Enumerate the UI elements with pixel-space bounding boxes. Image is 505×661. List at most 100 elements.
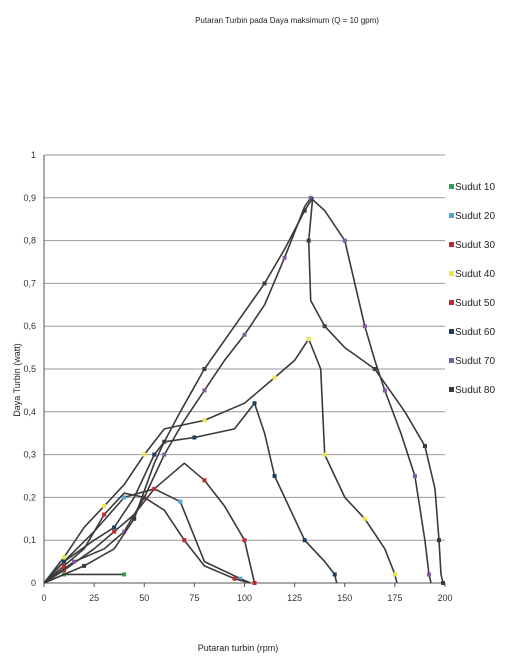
chart-title: Putaran Turbin pada Daya maksimum (Q = 1… bbox=[195, 16, 379, 25]
data-point bbox=[232, 576, 237, 581]
legend: Sudut 10 Sudut 20 Sudut 30 Sudut 40 Sudut 50… bbox=[449, 182, 495, 396]
legend-swatch bbox=[449, 329, 454, 334]
data-point bbox=[252, 581, 257, 585]
data-point bbox=[182, 538, 187, 543]
y-tick-label: 0,3 bbox=[23, 450, 36, 460]
legend-label: Sudut 10 bbox=[455, 182, 495, 193]
data-point bbox=[202, 478, 207, 483]
legend-swatch bbox=[449, 387, 454, 392]
data-point bbox=[436, 538, 441, 543]
y-axis: 0 0,1 0,2 0,3 0,4 0,5 0,6 0,7 0,8 0,9 1 bbox=[23, 150, 45, 588]
y-tick-label: 0,6 bbox=[23, 321, 36, 331]
data-point bbox=[252, 401, 257, 406]
legend-swatch bbox=[449, 358, 454, 363]
legend-swatch bbox=[449, 184, 454, 189]
data-point bbox=[202, 388, 207, 393]
x-tick-label: 50 bbox=[139, 593, 149, 603]
data-point bbox=[282, 255, 287, 260]
x-tick-label: 100 bbox=[237, 593, 252, 603]
y-tick-label: 0 bbox=[31, 578, 36, 588]
legend-label: Sudut 30 bbox=[455, 240, 495, 251]
data-point bbox=[192, 435, 197, 440]
data-point bbox=[306, 238, 311, 243]
data-point bbox=[238, 576, 243, 581]
data-point bbox=[342, 238, 347, 243]
data-point bbox=[302, 208, 307, 213]
data-point bbox=[62, 563, 67, 568]
data-point bbox=[302, 538, 307, 543]
data-point bbox=[82, 563, 87, 568]
data-point bbox=[422, 444, 427, 449]
data-point bbox=[152, 486, 157, 491]
series-line bbox=[43, 197, 432, 584]
data-point bbox=[132, 516, 137, 521]
x-tick-label: 175 bbox=[387, 593, 402, 603]
data-point bbox=[426, 572, 431, 577]
legend-label: Sudut 60 bbox=[455, 327, 495, 338]
data-point bbox=[322, 452, 327, 457]
legend-swatch bbox=[449, 213, 454, 218]
data-point bbox=[332, 572, 337, 577]
data-point bbox=[142, 452, 147, 457]
grid-lines bbox=[44, 154, 445, 541]
y-tick-label: 0,9 bbox=[23, 193, 36, 203]
series-line bbox=[43, 197, 444, 584]
y-tick-label: 1 bbox=[31, 150, 36, 160]
y-tick-label: 0,2 bbox=[23, 492, 36, 502]
legend-swatch bbox=[449, 242, 454, 247]
data-point bbox=[112, 525, 117, 530]
data-point bbox=[62, 568, 67, 573]
legend-label: Sudut 70 bbox=[455, 356, 495, 367]
data-point bbox=[102, 503, 107, 508]
data-point bbox=[72, 559, 77, 564]
data-point bbox=[440, 581, 445, 585]
data-point bbox=[308, 195, 313, 200]
data-point bbox=[122, 572, 127, 577]
series-lines bbox=[43, 195, 445, 585]
series-line bbox=[43, 462, 256, 584]
data-point bbox=[306, 337, 311, 342]
data-point bbox=[272, 474, 277, 478]
y-tick-label: 0,1 bbox=[23, 535, 36, 545]
legend-swatch bbox=[449, 300, 454, 305]
data-point bbox=[272, 375, 277, 380]
x-tick-label: 125 bbox=[287, 593, 302, 603]
legend-swatch bbox=[449, 271, 454, 276]
data-point bbox=[162, 439, 167, 444]
data-point bbox=[152, 452, 157, 457]
data-point bbox=[202, 418, 207, 423]
legend-label: Sudut 40 bbox=[455, 269, 495, 280]
data-point bbox=[112, 529, 117, 534]
data-point bbox=[382, 388, 387, 393]
y-tick-label: 0,8 bbox=[23, 236, 36, 246]
data-point bbox=[242, 332, 247, 337]
legend-label: Sudut 50 bbox=[455, 298, 495, 309]
data-point bbox=[62, 559, 67, 564]
data-point bbox=[242, 538, 247, 543]
x-tick-label: 0 bbox=[41, 593, 46, 603]
x-axis-label: Putaran turbin (rpm) bbox=[198, 643, 279, 653]
data-point bbox=[322, 324, 327, 329]
legend-label: Sudut 80 bbox=[455, 385, 495, 396]
data-point bbox=[178, 499, 183, 504]
data-point bbox=[122, 495, 127, 500]
data-point bbox=[62, 555, 67, 560]
data-point bbox=[362, 324, 367, 329]
y-axis-label: Daya Turbin (watt) bbox=[12, 343, 22, 417]
x-axis: 0 25 50 75 100 125 150 175 200 bbox=[41, 582, 453, 603]
x-tick-label: 75 bbox=[189, 593, 199, 603]
data-point bbox=[372, 367, 377, 371]
series-line bbox=[43, 488, 251, 584]
x-tick-label: 200 bbox=[437, 593, 452, 603]
y-tick-label: 0,4 bbox=[23, 407, 36, 417]
data-point bbox=[162, 452, 167, 457]
x-tick-label: 150 bbox=[337, 593, 352, 603]
data-point bbox=[412, 474, 417, 478]
y-tick-label: 0,5 bbox=[23, 364, 36, 374]
data-point bbox=[102, 512, 107, 517]
data-point bbox=[362, 516, 367, 521]
data-point bbox=[392, 572, 397, 577]
series-line bbox=[43, 402, 338, 584]
legend-label: Sudut 20 bbox=[455, 211, 495, 222]
